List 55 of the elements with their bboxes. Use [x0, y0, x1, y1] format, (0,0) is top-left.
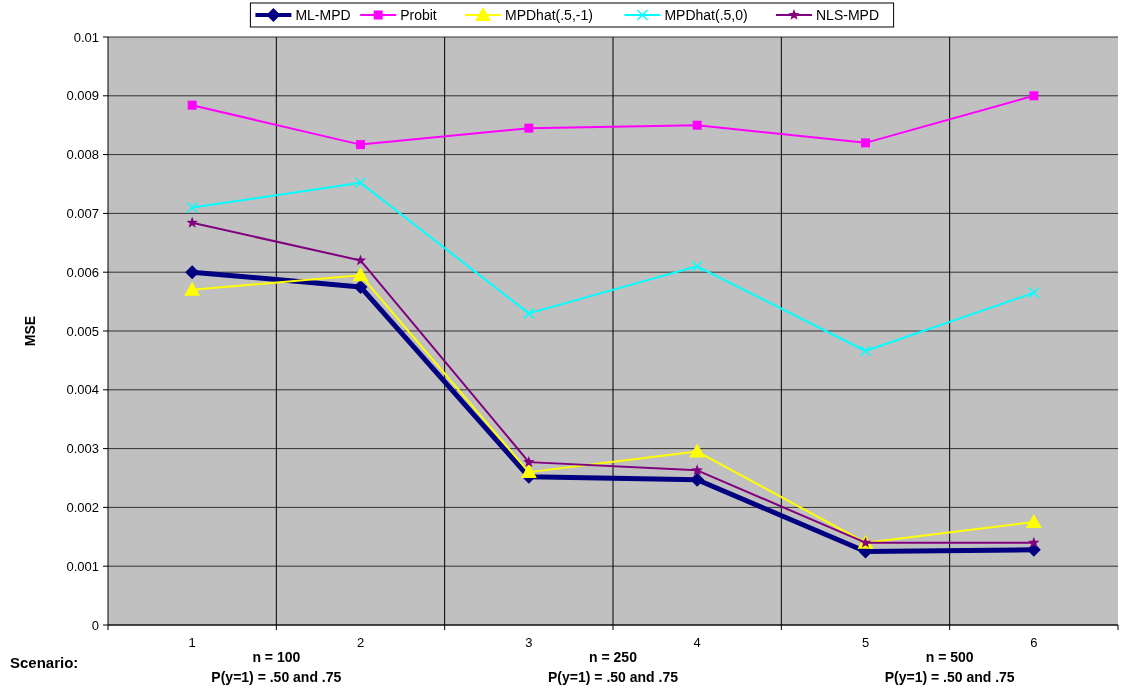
- text: P(y=1) = .50 and .75: [884, 669, 1015, 685]
- point: [861, 138, 870, 148]
- point: [185, 265, 200, 280]
- legend-label: MPDhat(.5,0): [664, 6, 748, 23]
- text: n = 100: [252, 649, 301, 665]
- text: n = 500: [925, 649, 974, 665]
- point: [520, 464, 537, 479]
- legend-label: MPDhat(.5,-1): [505, 6, 593, 23]
- point: [523, 307, 535, 320]
- point: [691, 464, 703, 476]
- point: [354, 177, 367, 189]
- point: [689, 443, 706, 458]
- y-tick-label: 0.004: [66, 382, 99, 398]
- x-tick-label: 5: [861, 635, 870, 650]
- x-tick-label: 2: [356, 635, 365, 650]
- y-tick-label: 0.01: [73, 29, 99, 45]
- legend-label: Probit: [400, 6, 437, 23]
- point: [1028, 287, 1040, 299]
- y-tick-label: 0.009: [66, 88, 99, 104]
- point: [353, 279, 368, 294]
- x-tick-label: 1: [188, 635, 196, 650]
- point: [186, 201, 198, 214]
- point: [692, 120, 702, 130]
- point: [356, 140, 365, 150]
- y-tick-label: 0.006: [66, 264, 99, 280]
- point: [184, 281, 201, 296]
- x-tick-label: 4: [693, 635, 701, 650]
- point: [352, 267, 369, 282]
- text: P(y=1) = .50 and .75: [211, 669, 342, 685]
- point: [691, 260, 703, 273]
- point: [523, 456, 535, 467]
- legend-label: NLS-MPD: [816, 6, 880, 23]
- y-tick-label: 0.008: [66, 147, 99, 163]
- point: [1025, 514, 1042, 529]
- y-tick-label: 0.001: [66, 558, 99, 574]
- point: [859, 345, 872, 357]
- y-tick-label: 0.003: [66, 441, 99, 457]
- point: [524, 123, 534, 133]
- y-tick-label: 0.007: [66, 205, 99, 221]
- legend-label: ML-MPD: [295, 6, 351, 23]
- point: [690, 472, 705, 487]
- point: [186, 216, 198, 228]
- x-tick-label: 6: [1030, 635, 1038, 650]
- point: [187, 100, 197, 110]
- y-tick-label: 0.005: [66, 323, 99, 339]
- point: [354, 254, 367, 266]
- text: Scenario:: [10, 654, 79, 671]
- point: [1028, 536, 1040, 548]
- x-tick-label: 3: [525, 635, 533, 650]
- y-tick-label: 0.002: [66, 499, 99, 515]
- y-tick-label: 0: [91, 617, 99, 633]
- point: [1029, 91, 1039, 101]
- text: P(y=1) = .50 and .75: [548, 669, 679, 685]
- text: n = 250: [589, 649, 638, 665]
- y-axis-title: MSE: [22, 315, 38, 347]
